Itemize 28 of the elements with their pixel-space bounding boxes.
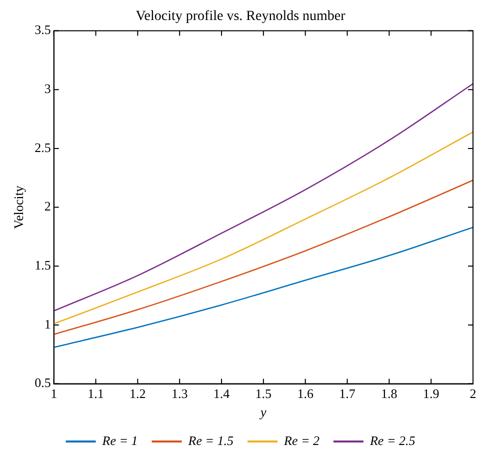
x-tick-label: 1.3 xyxy=(171,386,188,402)
x-tick-label: 1.8 xyxy=(381,386,398,402)
x-axis-title: y xyxy=(258,404,267,420)
legend-label: Re = 1 xyxy=(101,432,138,448)
y-tick-label: 0.5 xyxy=(34,375,51,390)
x-tick-label: 1.6 xyxy=(297,386,314,402)
x-tick-label: 2 xyxy=(470,386,476,402)
y-tick-label: 3 xyxy=(44,81,51,96)
x-tick-label: 1.5 xyxy=(255,386,272,402)
line-series xyxy=(54,131,473,324)
x-tick-label: 1.1 xyxy=(88,386,104,402)
line-series xyxy=(54,180,473,336)
y-axis-title: Velocity xyxy=(11,185,26,229)
legend-label: Re = 2 xyxy=(283,432,320,448)
x-tick-label: 1.7 xyxy=(339,386,356,402)
y-tick-label: 2.5 xyxy=(34,140,51,155)
line-series xyxy=(54,83,473,312)
y-tick-label: 3.5 xyxy=(34,22,51,38)
x-tick-label: 1.4 xyxy=(213,386,230,402)
y-tick-label: 1 xyxy=(44,316,51,332)
legend-label: Re = 1.5 xyxy=(187,432,234,448)
y-tick-label: 2 xyxy=(44,198,51,214)
line-series xyxy=(54,226,473,348)
x-tick-label: 1.9 xyxy=(422,386,440,402)
y-tick-label: 1.5 xyxy=(34,258,51,273)
legend-label: Re = 2.5 xyxy=(368,432,416,448)
chart-title: Velocity profile vs. Reynolds number xyxy=(136,9,346,24)
x-tick-label: 1.2 xyxy=(130,386,146,402)
